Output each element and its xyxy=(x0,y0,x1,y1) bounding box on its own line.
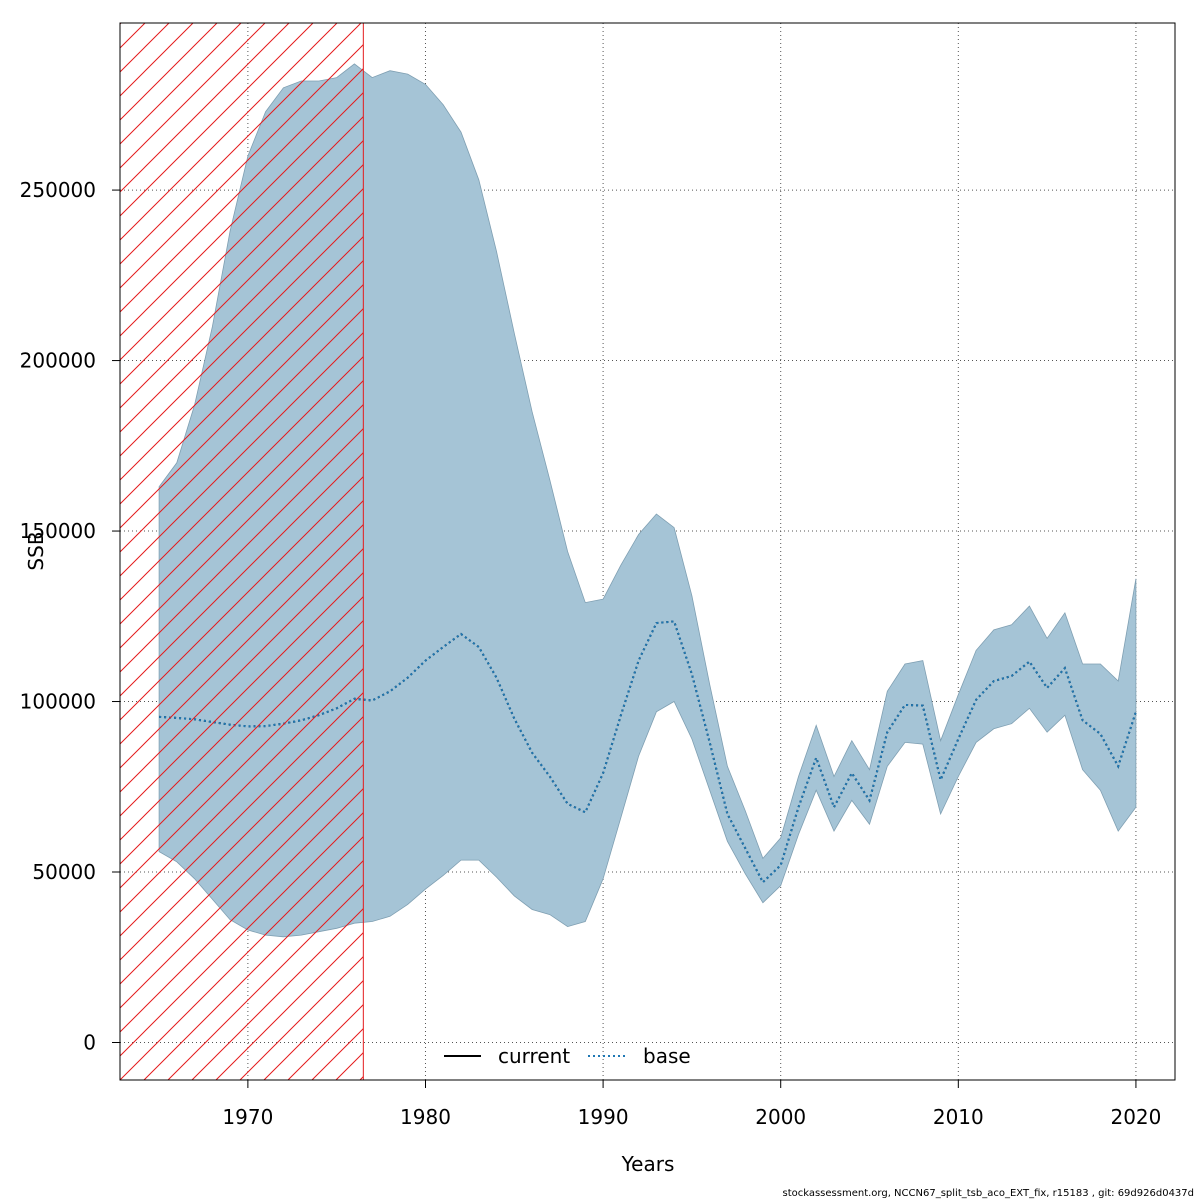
y-tick-label-4: 200000 xyxy=(20,349,96,373)
legend-current-label: current xyxy=(498,1044,570,1068)
x-tick-label-2: 1990 xyxy=(578,1105,629,1129)
y-tick-label-1: 50000 xyxy=(32,860,96,884)
x-tick-label-0: 1970 xyxy=(222,1105,273,1129)
y-tick-label-2: 100000 xyxy=(20,690,96,714)
y-axis: 0 50000 100000 150000 200000 250000 xyxy=(20,178,120,1054)
confidence-band xyxy=(158,63,1137,938)
x-tick-label-3: 2000 xyxy=(755,1105,806,1129)
y-tick-label-5: 250000 xyxy=(20,178,96,202)
plot-frame xyxy=(119,22,1176,1081)
x-axis-title: Years xyxy=(621,1152,675,1176)
legend-base-label: base xyxy=(643,1044,691,1068)
x-tick-label-1: 1980 xyxy=(400,1105,451,1129)
x-tick-label-5: 2020 xyxy=(1110,1105,1161,1129)
x-tick-label-4: 2010 xyxy=(933,1105,984,1129)
x-axis: 1970 1980 1990 2000 2010 2020 xyxy=(222,1080,1161,1129)
confidence-band-layer xyxy=(158,63,1137,938)
y-axis-title: SSB xyxy=(24,531,48,570)
hatched-region-layer xyxy=(119,22,364,1081)
legend: current base xyxy=(444,1044,691,1068)
y-tick-label-0: 0 xyxy=(83,1030,96,1054)
hatched-region xyxy=(119,22,364,1081)
footer-credit: stockassessment.org, NCCN67_split_tsb_ac… xyxy=(782,1188,1194,1199)
y-tick-label-3: 150000 xyxy=(20,519,96,543)
